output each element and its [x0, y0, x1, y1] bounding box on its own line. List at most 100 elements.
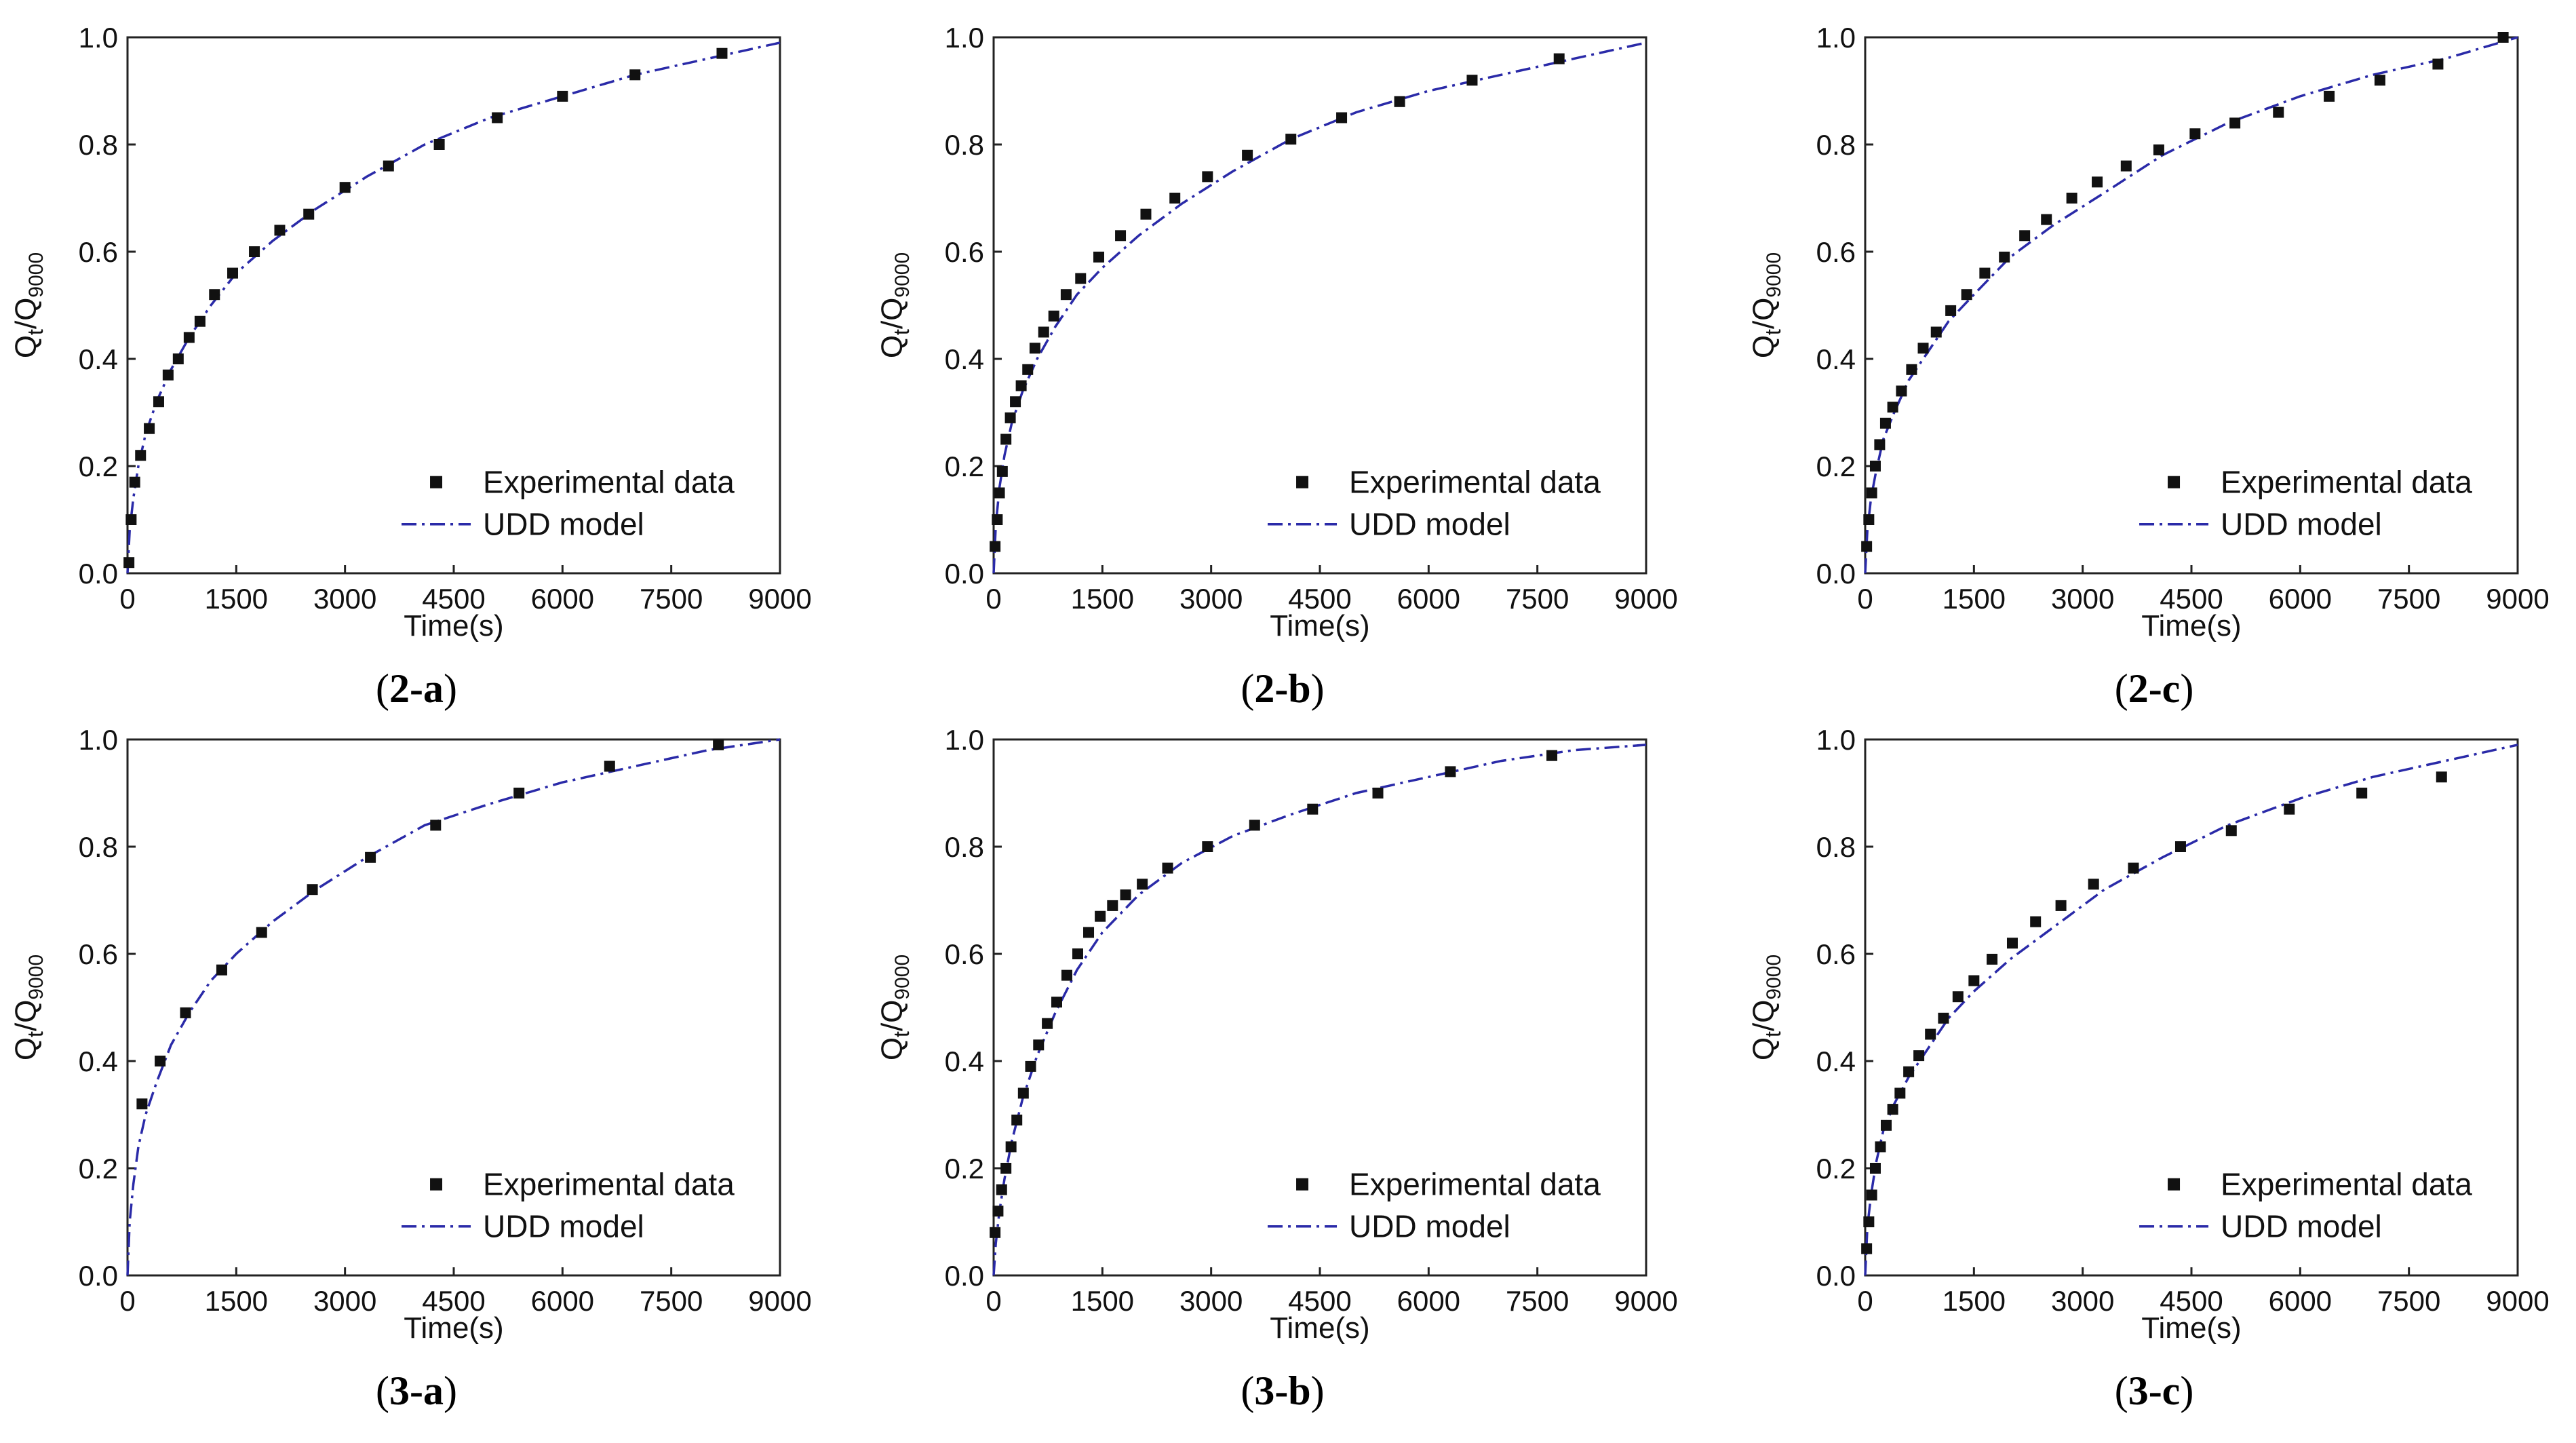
data-point: [125, 514, 137, 525]
udd-model-curve: [1864, 36, 2518, 574]
y-tick-label: 0.2: [1816, 450, 1856, 482]
data-point: [557, 90, 568, 102]
x-tick-label: 1500: [1071, 1285, 1134, 1317]
y-tick-label: 0.0: [79, 558, 118, 590]
data-point: [1202, 841, 1213, 852]
y-axis-label: Qt/Q9000: [876, 252, 914, 358]
data-point: [1952, 991, 1964, 1003]
x-axis-label: Time(s): [404, 1311, 503, 1345]
data-point: [2030, 916, 2042, 927]
data-point: [1945, 305, 1957, 316]
y-tick-label: 0.8: [1816, 831, 1856, 863]
data-point: [1869, 1163, 1881, 1174]
x-tick-label: 1500: [1943, 583, 2006, 615]
data-point: [1863, 514, 1875, 525]
data-point: [1861, 541, 1873, 552]
x-tick-label: 3000: [313, 583, 376, 615]
data-point: [1015, 380, 1027, 391]
legend-marker-swatch: [430, 476, 443, 488]
x-tick-label: 3000: [313, 1285, 376, 1317]
udd-model-curve: [1864, 744, 2518, 1276]
x-tick-label: 7500: [2377, 583, 2440, 615]
data-point: [2284, 803, 2295, 815]
data-point: [1004, 412, 1016, 423]
legend-label-model: UDD model: [2221, 1209, 2382, 1244]
y-tick-label: 0.0: [79, 1260, 118, 1292]
data-point: [1546, 750, 1558, 761]
data-point: [1553, 53, 1565, 64]
data-point: [1285, 134, 1297, 145]
data-point: [1115, 230, 1127, 242]
x-tick-label: 6000: [531, 583, 594, 615]
x-tick-label: 6000: [2269, 583, 2332, 615]
legend-marker-swatch: [1296, 476, 1309, 488]
data-point: [1894, 1088, 1906, 1099]
x-tick-label: 4500: [422, 583, 485, 615]
data-point: [1022, 364, 1034, 375]
y-tick-label: 0.2: [945, 1153, 984, 1185]
data-point: [1887, 1104, 1898, 1115]
data-point: [2189, 128, 2201, 140]
data-point: [194, 315, 206, 327]
chart-panel: 0 1500 3000 4500 6000 7500 9000 0.0 0.2 0.4 0.6 0.8…: [1747, 724, 2550, 1413]
data-point: [994, 487, 1005, 499]
x-tick-label: 1500: [1071, 583, 1134, 615]
y-tick-label: 0.6: [79, 938, 118, 970]
legend-marker-swatch: [1296, 1178, 1309, 1191]
x-axis-label: Time(s): [404, 609, 503, 642]
data-point: [123, 557, 135, 569]
data-point: [1120, 889, 1131, 901]
data-point: [433, 139, 445, 150]
data-point: [1336, 112, 1348, 123]
y-tick-label: 0.0: [945, 1260, 984, 1292]
data-point: [990, 1227, 1001, 1238]
x-tick-label: 9000: [2486, 583, 2549, 615]
data-point: [2356, 788, 2368, 799]
data-point: [430, 820, 442, 831]
chart-panel: 0 1500 3000 4500 6000 7500 9000 0.0 0.2 0.4 0.6 0.8…: [876, 724, 1678, 1413]
data-point: [492, 112, 503, 123]
data-point: [136, 1098, 148, 1110]
data-point: [2432, 58, 2444, 70]
y-tick-label: 0.4: [79, 343, 118, 375]
data-point: [996, 465, 1008, 477]
y-axis-label: Qt/Q9000: [876, 955, 914, 1060]
data-point: [1051, 997, 1062, 1008]
data-point: [256, 927, 267, 938]
data-point: [1042, 1018, 1053, 1029]
data-point: [2436, 771, 2447, 783]
data-point: [513, 788, 525, 799]
data-point: [1060, 289, 1072, 301]
legend-label-experimental: Experimental data: [2221, 1167, 2472, 1202]
data-point: [1095, 910, 1106, 922]
x-tick-label: 1500: [1943, 1285, 2006, 1317]
data-point: [162, 369, 174, 381]
data-point: [1075, 273, 1087, 284]
y-axis-label: Qt/Q9000: [1747, 252, 1785, 358]
x-tick-label: 0: [985, 583, 1001, 615]
data-point: [990, 541, 1001, 552]
data-point: [1875, 1141, 1886, 1153]
chart-panel: 0 1500 3000 4500 6000 7500 9000 0.0 0.2 0.4 0.6 0.8…: [9, 724, 812, 1413]
data-point: [1011, 1114, 1023, 1125]
y-tick-label: 0.4: [945, 1045, 984, 1077]
x-tick-label: 6000: [531, 1285, 594, 1317]
data-point: [2092, 176, 2103, 188]
data-point: [1938, 1012, 1949, 1024]
data-point: [1307, 803, 1319, 815]
data-point: [1140, 208, 1152, 220]
data-point: [339, 182, 351, 193]
data-point: [1913, 1050, 1925, 1062]
data-point: [2128, 862, 2139, 874]
x-tick-label: 7500: [1506, 1285, 1569, 1317]
y-tick-label: 0.4: [1816, 1045, 1856, 1077]
y-tick-label: 1.0: [79, 22, 118, 54]
x-tick-label: 4500: [2160, 1285, 2223, 1317]
data-point: [1930, 326, 1942, 338]
data-point: [1879, 417, 1891, 429]
x-axis-label: Time(s): [2141, 609, 2241, 642]
data-point: [1880, 1119, 1892, 1131]
data-point: [2066, 193, 2077, 204]
data-point: [2174, 841, 2186, 852]
data-point: [713, 739, 724, 750]
